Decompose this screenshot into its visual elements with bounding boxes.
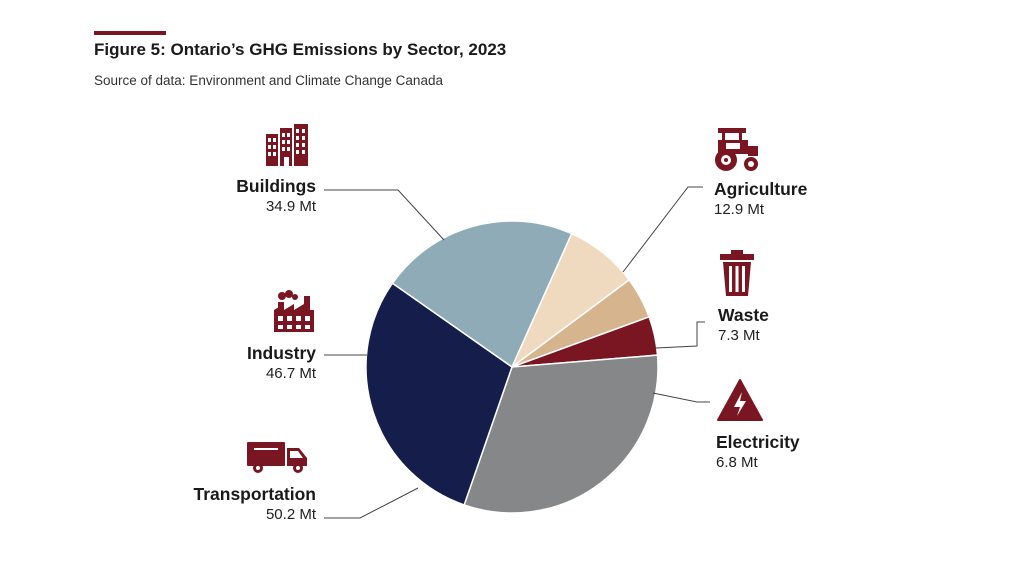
label-industry-name: Industry xyxy=(246,343,316,363)
truck-icon xyxy=(247,442,307,473)
label-agriculture-name: Agriculture xyxy=(714,179,808,199)
leader-line-buildings xyxy=(324,189,445,241)
title-accent-bar xyxy=(94,31,166,35)
label-waste-name: Waste xyxy=(718,305,769,325)
label-transportation: Transportation 50.2 Mt xyxy=(193,484,316,524)
high-voltage-icon xyxy=(717,379,763,421)
pie-slice-buildings xyxy=(391,220,573,369)
leader-line-transportation xyxy=(324,487,419,519)
leader-line-agriculture xyxy=(622,186,703,273)
chart-source: Source of data: Environment and Climate … xyxy=(94,73,443,88)
label-transportation-value: 50.2 Mt xyxy=(265,506,316,523)
chart-title: Figure 5: Ontario’s GHG Emissions by Sec… xyxy=(94,40,507,59)
label-agriculture-value: 12.9 Mt xyxy=(714,201,765,218)
label-transportation-name: Transportation xyxy=(193,484,316,504)
leader-line-waste xyxy=(655,321,705,349)
label-buildings: Buildings 34.9 Mt xyxy=(236,176,316,216)
pie-slice-transportation xyxy=(463,354,659,514)
label-waste: Waste 7.3 Mt xyxy=(718,305,769,345)
leader-line-electricity xyxy=(652,392,710,403)
pie-slice-industry xyxy=(365,282,513,506)
label-buildings-name: Buildings xyxy=(236,176,316,196)
label-waste-value: 7.3 Mt xyxy=(718,327,760,344)
tractor-icon xyxy=(715,128,758,171)
label-electricity-name: Electricity xyxy=(716,432,800,452)
label-agriculture: Agriculture 12.9 Mt xyxy=(714,179,807,219)
label-buildings-value: 34.9 Mt xyxy=(265,198,316,215)
label-industry-value: 46.7 Mt xyxy=(265,365,316,382)
building-icon xyxy=(266,124,308,166)
label-electricity: Electricity 6.8 Mt xyxy=(716,432,800,472)
factory-icon xyxy=(274,290,314,332)
trash-can-icon xyxy=(720,250,754,296)
label-industry: Industry 46.7 Mt xyxy=(247,343,316,383)
label-electricity-value: 6.8 Mt xyxy=(716,454,758,471)
